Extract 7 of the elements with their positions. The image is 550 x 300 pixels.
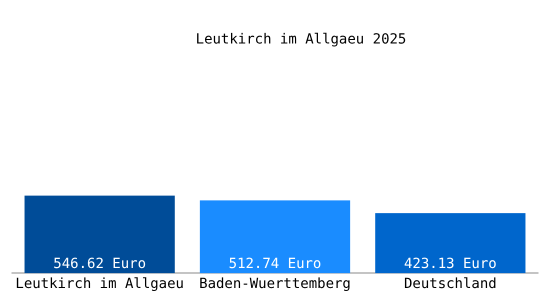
data-label: 546.62 Euro bbox=[53, 256, 146, 272]
x-tick-label: Deutschland bbox=[404, 276, 497, 292]
data-label: 512.74 Euro bbox=[228, 256, 322, 272]
data-label: 423.13 Euro bbox=[404, 256, 497, 272]
x-tick-label: Leutkirch im Allgaeu bbox=[15, 276, 184, 292]
chart-title: Leutkirch im Allgaeu 2025 bbox=[196, 32, 406, 48]
x-tick-label: Baden-Wuerttemberg bbox=[199, 276, 351, 292]
